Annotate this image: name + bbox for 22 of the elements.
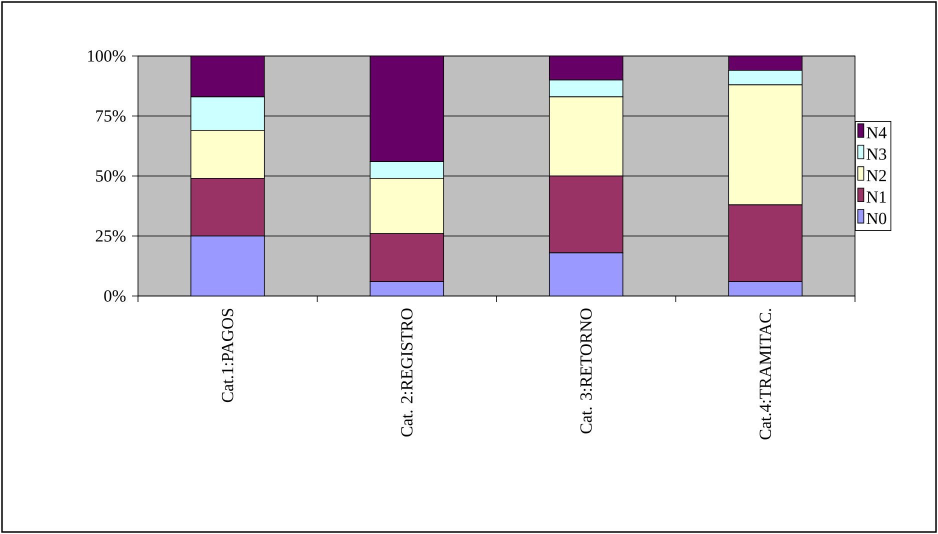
- x-tick-label: Cat.4:TRAMITAC.: [760, 308, 772, 440]
- y-tick-label: 100%: [88, 50, 126, 62]
- legend-label: N3: [866, 148, 886, 160]
- y-tick-label: 25%: [96, 230, 126, 242]
- legend-label: N4: [866, 127, 887, 138]
- y-tick-label: 0%: [104, 290, 126, 302]
- x-tick-label: Cat. 3:RETORNO: [580, 308, 592, 434]
- bar: [370, 56, 444, 162]
- x-tick-label: Cat.1:PAGOS: [222, 308, 234, 402]
- y-tick-label: 75%: [96, 110, 126, 122]
- bar: [548, 56, 624, 80]
- bar: [190, 56, 265, 98]
- legend-label: N0: [866, 212, 886, 224]
- bar: [190, 236, 265, 296]
- y-tick-label: 50%: [96, 170, 126, 182]
- legend-label: N1: [866, 191, 886, 203]
- bar: [728, 281, 803, 296]
- bar: [370, 281, 444, 296]
- x-tick-label: Cat. 2:REGISTRO: [401, 308, 413, 437]
- bar: [548, 252, 624, 296]
- bar: [728, 56, 803, 71]
- legend-label: N2: [866, 170, 886, 182]
